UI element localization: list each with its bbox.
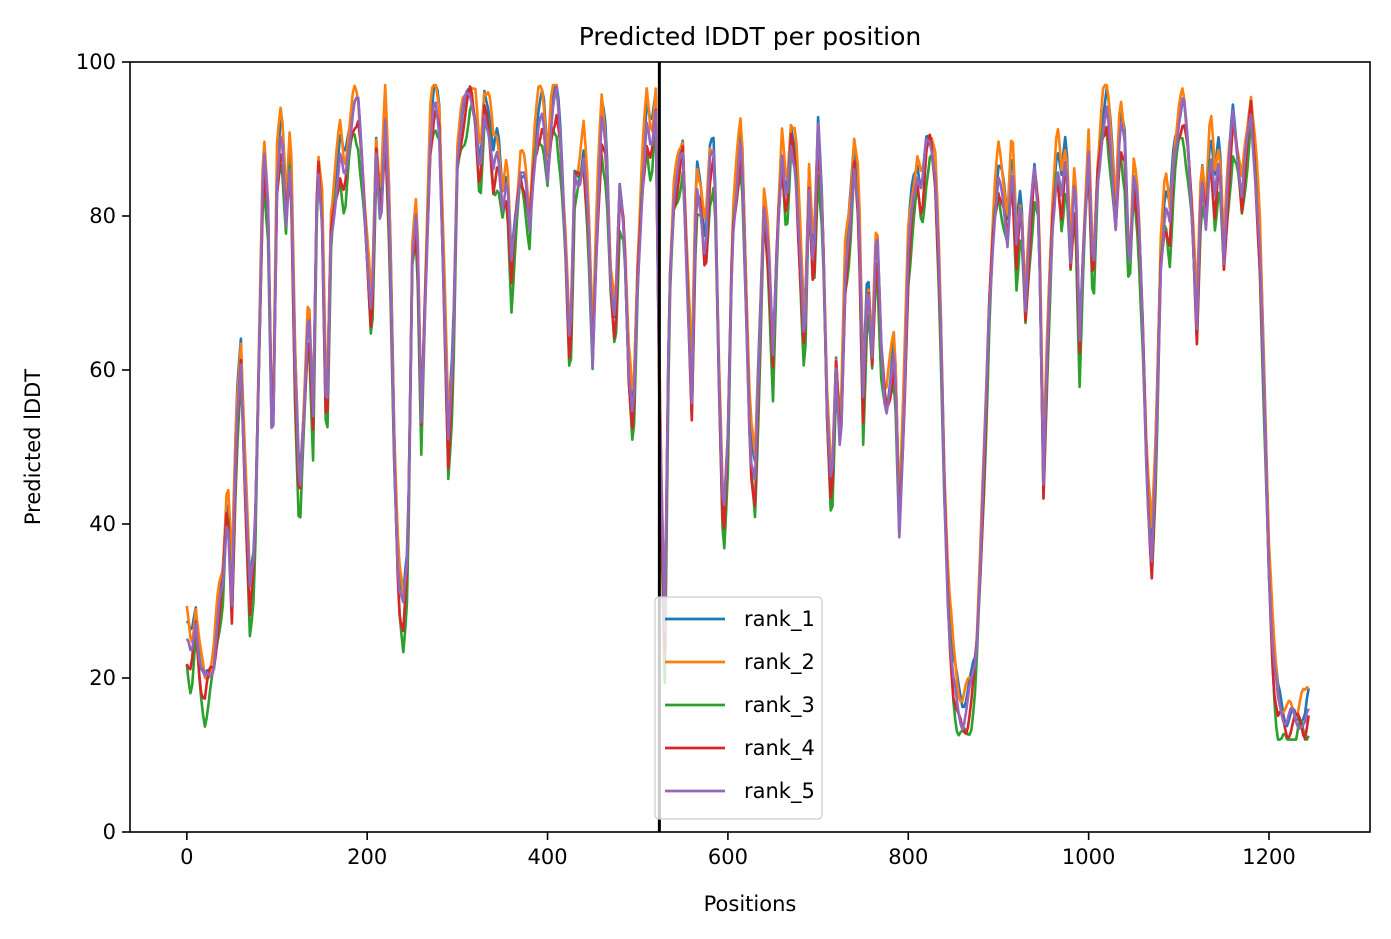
y-axis: 0 20 40 60 80 100 [76,50,130,844]
x-axis: 0 200 400 600 800 1000 1200 [180,832,1296,869]
y-tick-label: 20 [89,666,116,690]
series-layer [185,83,1310,741]
y-tick-label: 80 [89,204,116,228]
y-tick-label: 100 [76,50,116,74]
y-tick-label: 40 [89,512,116,536]
y-axis-title: Predicted lDDT [21,369,45,525]
y-tick-label: 60 [89,358,116,382]
legend-label: rank_4 [744,736,815,761]
x-tick-label: 1000 [1062,845,1115,869]
x-tick-label: 400 [527,845,567,869]
plot-frame [129,61,1371,833]
x-tick-label: 0 [180,845,193,869]
legend-label: rank_3 [744,693,815,718]
legend-label: rank_1 [744,607,815,632]
legend: rank_1 rank_2 rank_3 rank_4 rank_5 [654,596,823,820]
legend-label: rank_5 [744,779,815,804]
x-tick-label: 200 [347,845,387,869]
legend-box [654,596,823,820]
x-tick-label: 600 [708,845,748,869]
x-tick-label: 1200 [1242,845,1295,869]
y-tick-label: 0 [103,820,116,844]
x-axis-title: Positions [704,892,797,916]
chart-title: Predicted lDDT per position [579,22,921,51]
series-line-rank_5 [185,85,1310,731]
x-tick-label: 800 [888,845,928,869]
legend-label: rank_2 [744,650,815,675]
